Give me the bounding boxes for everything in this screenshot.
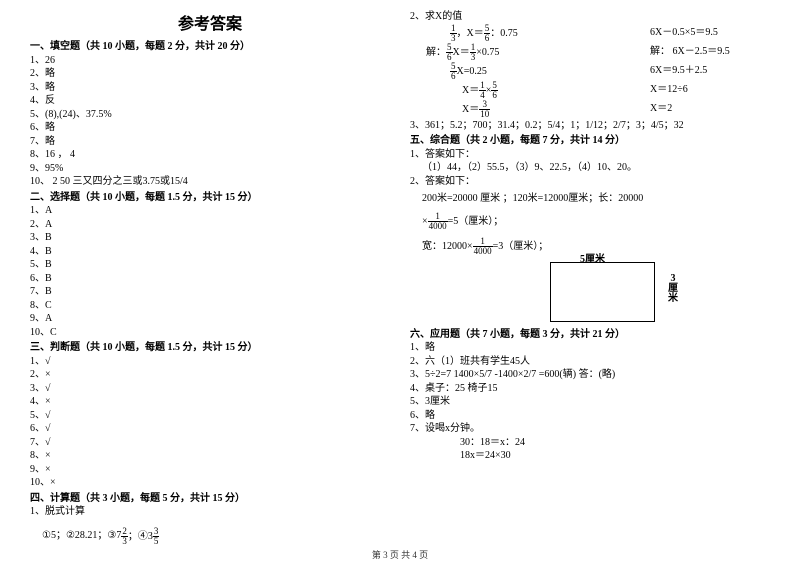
p2-head: 2、求X的值 [410, 10, 770, 24]
s2-item: 5、B [30, 258, 390, 272]
s6-item: 5、3厘米 [410, 395, 770, 409]
s3-item: 5、√ [30, 409, 390, 423]
s3-item: 6、√ [30, 422, 390, 436]
section-5-head: 五、综合题（共 2 小题，每题 7 分，共计 14 分） [410, 134, 770, 148]
equation-row: 解：56X＝13×0.75 解： 6X－2.5＝9.5 [410, 43, 770, 62]
eq-text: X=0.25 [457, 65, 487, 76]
eq-right: 6X－0.5×5＝9.5 [650, 25, 770, 41]
s5-a2l2: ×14000=5（厘米）； [410, 212, 770, 231]
txt: 宽：12000× [422, 240, 473, 251]
s2-item: 7、B [30, 285, 390, 299]
eq-text: ×0.75 [476, 46, 499, 57]
eq-text: 解： [426, 46, 446, 57]
eq-right: X＝2 [650, 101, 770, 117]
s1-item: 1、26 [30, 54, 390, 68]
s3-item: 10、× [30, 476, 390, 490]
expr-part-b: ；④3 [128, 530, 153, 541]
s5-a2l1: 200米=20000 厘米 ；120米=12000厘米；长：20000 [410, 192, 770, 206]
equation-row: 13，X＝56：0.75 6X－0.5×5＝9.5 [410, 24, 770, 43]
fraction-icon: 35 [153, 527, 160, 546]
s3-item: 8、× [30, 449, 390, 463]
txt: =3（厘米）； [493, 240, 549, 251]
s5-a1b: （1）44，（2）55.5，（3）9、22.5，（4）10、20。 [410, 161, 770, 175]
section-3-head: 三、判断题（共 10 小题，每题 1.5 分，共计 15 分） [30, 341, 390, 355]
s4-expr: ①5；②28.21；③723；④335 [30, 527, 390, 546]
s6-i7b: 18x＝24×30 [410, 449, 770, 463]
fraction-icon: 310 [479, 100, 490, 119]
fraction-icon: 14000 [473, 237, 493, 256]
s2-item: 6、B [30, 272, 390, 286]
equation-row: X＝310 X＝2 [410, 100, 770, 119]
section-4-head: 四、计算题（共 3 小题，每题 5 分，共计 15 分） [30, 492, 390, 506]
s2-item: 3、B [30, 231, 390, 245]
left-column: 参考答案 一、填空题（共 10 小题，每题 2 分，共计 20 分） 1、26 … [30, 10, 390, 546]
s6-item: 3、5÷2=7 1400×5/7 -1400×2/7 =600(辆) 答：(略) [410, 368, 770, 382]
s1-item: 2、略 [30, 67, 390, 81]
s6-i7a: 30：18＝x：24 [410, 436, 770, 450]
eq-right: X＝12÷6 [650, 82, 770, 98]
s2-item: 8、C [30, 299, 390, 313]
s2-item: 4、B [30, 245, 390, 259]
s4-sub: 1、脱式计算 [30, 505, 390, 519]
right-column: 2、求X的值 13，X＝56：0.75 6X－0.5×5＝9.5 解：56X＝1… [410, 10, 770, 546]
rect-top-label: 5厘米 [580, 250, 605, 265]
s6-item: 1、略 [410, 341, 770, 355]
s1-item: 6、略 [30, 121, 390, 135]
fraction-icon: 14000 [428, 212, 448, 231]
eq-text: X＝ [453, 46, 470, 57]
s1-item: 10、 2 50 三又四分之三或3.75或15/4 [30, 175, 390, 189]
s5-a1: 1、答案如下： [410, 148, 770, 162]
eq-right: 解： 6X－2.5＝9.5 [650, 44, 770, 60]
eq-text: X＝ [462, 84, 479, 95]
s3-item: 2、× [30, 368, 390, 382]
expr-part-a: ①5；②28.21；③7 [42, 529, 121, 543]
s6-item: 6、略 [410, 409, 770, 423]
s2-item: 9、A [30, 312, 390, 326]
page-footer: 第 3 页 共 4 页 [0, 548, 800, 561]
s6-item: 2、六（1）班共有学生45人 [410, 355, 770, 369]
s3-item: 9、× [30, 463, 390, 477]
section-1-head: 一、填空题（共 10 小题，每题 2 分，共计 20 分） [30, 40, 390, 54]
s3-item: 3、√ [30, 382, 390, 396]
p3-line: 3、361；5.2；700；31.4；0.2；5/4；1；1/12；2/7；3；… [410, 119, 770, 133]
rect-right-label: 3厘米 [668, 274, 678, 304]
s1-item: 8、16 ， 4 [30, 148, 390, 162]
s3-item: 1、√ [30, 355, 390, 369]
eq-text: ，X＝ [457, 27, 484, 38]
s1-item: 9、95% [30, 162, 390, 176]
s5-a2: 2、答案如下： [410, 175, 770, 189]
equation-row: 56X=0.25 6X＝9.5＋2.5 [410, 62, 770, 81]
rectangle-icon [550, 262, 655, 322]
section-2-head: 二、选择题（共 10 小题，每题 1.5 分，共计 15 分） [30, 191, 390, 205]
fraction-icon: 56 [491, 81, 498, 100]
s3-item: 4、× [30, 395, 390, 409]
eq-text: X＝ [462, 103, 479, 114]
s6-item: 4、桌子：25 椅子15 [410, 382, 770, 396]
s1-item: 3、略 [30, 81, 390, 95]
eq-right: 6X＝9.5＋2.5 [650, 63, 770, 79]
s1-item: 5、(8),(24)、37.5% [30, 108, 390, 122]
equation-row: X＝14×56 X＝12÷6 [410, 81, 770, 100]
s6-item: 7、设喝x分钟。 [410, 422, 770, 436]
s1-item: 7、略 [30, 135, 390, 149]
s3-item: 7、√ [30, 436, 390, 450]
s2-item: 2、A [30, 218, 390, 232]
section-6-head: 六、应用题（共 7 小题，每题 3 分，共计 21 分） [410, 328, 770, 342]
s2-item: 10、C [30, 326, 390, 340]
txt: =5（厘米）； [448, 215, 504, 226]
s2-item: 1、A [30, 204, 390, 218]
s1-item: 4、反 [30, 94, 390, 108]
page-title: 参考答案 [30, 10, 390, 34]
rectangle-diagram: 5厘米 3厘米 [530, 262, 670, 322]
eq-text: ：0.75 [490, 27, 518, 38]
